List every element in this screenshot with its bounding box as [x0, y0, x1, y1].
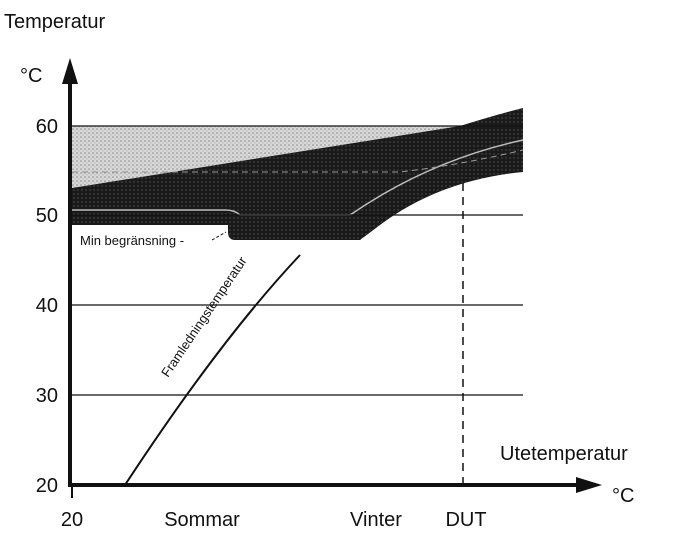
label-bg [76, 230, 214, 250]
x-label: Sommar [164, 509, 240, 531]
x-label: Vinter [350, 509, 402, 531]
min-limit-label: Min begränsning - [80, 233, 184, 248]
curve-label: Framledningstemperatur [158, 253, 250, 379]
x-axis-title: Utetemperatur [500, 443, 628, 465]
y-tick-label: 40 [36, 295, 58, 317]
y-tick-label: 20 [36, 475, 58, 497]
x-arrow [576, 477, 602, 493]
x-label: 20 [61, 509, 83, 531]
regulation-band [72, 108, 523, 240]
band-inner-line [72, 149, 524, 173]
y-tick-label: 50 [36, 205, 58, 227]
band-inner-line [72, 139, 524, 216]
supply-curve [72, 254, 301, 486]
y-tick-label: 60 [36, 116, 58, 138]
grid [72, 125, 523, 396]
x-label: DUT [445, 509, 486, 531]
y-unit: °C [20, 65, 42, 87]
leader [211, 231, 227, 241]
x-unit: °C [612, 485, 634, 507]
y-axis-title: Temperatur [4, 11, 105, 33]
y-tick-label: 30 [36, 385, 58, 407]
upper-range [72, 118, 523, 188]
y-arrow [62, 58, 78, 84]
